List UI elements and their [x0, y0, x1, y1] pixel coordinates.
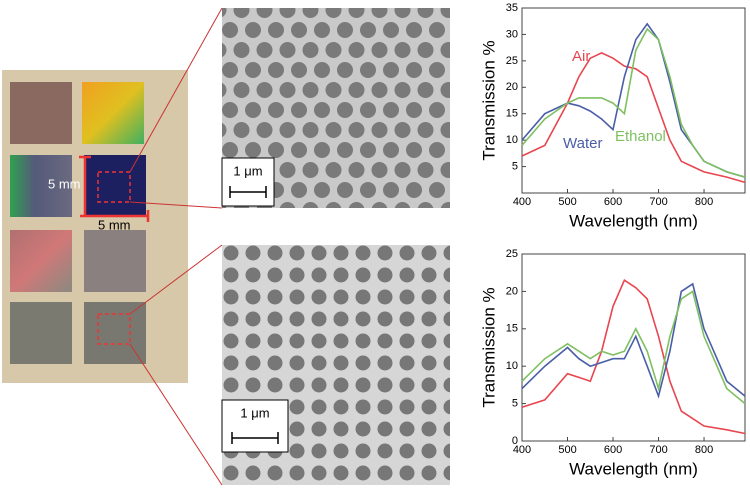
plot-frame [521, 7, 746, 194]
y-axis-label: Transmission % [479, 287, 498, 407]
series-label: Ethanol [615, 128, 666, 145]
x-axis-label: Wavelength (nm) [569, 459, 698, 478]
y-tick-label: 30 [506, 28, 518, 40]
y-tick-label: 10 [506, 360, 518, 372]
series-line [521, 282, 746, 399]
y-tick-label: 10 [506, 134, 518, 146]
dimension-label: 5 mm [48, 176, 81, 191]
series-line [521, 27, 746, 178]
series-label: Air [572, 48, 590, 65]
x-tick-label: 500 [558, 196, 576, 208]
sem-image: 1 μm [221, 8, 450, 208]
y-axis-label: Transmission % [479, 40, 498, 160]
x-tick-label: 700 [649, 444, 667, 456]
scale-bar-label: 1 μm [233, 163, 262, 178]
y-tick-label: 35 [506, 2, 518, 14]
dimension-label: 5 mm [98, 217, 131, 232]
y-tick-label: 0 [512, 435, 518, 447]
y-tick-label: 20 [506, 285, 518, 297]
x-tick-label: 800 [695, 196, 713, 208]
x-tick-label: 800 [695, 444, 713, 456]
series-line [521, 279, 746, 435]
series-label: Water [563, 135, 602, 152]
series-line [521, 52, 746, 184]
scale-bar-label: 1 μm [240, 405, 269, 420]
x-tick-label: 400 [513, 444, 531, 456]
series-line [521, 290, 746, 405]
plot-frame [521, 253, 746, 442]
x-tick-label: 600 [604, 444, 622, 456]
y-tick-label: 5 [512, 398, 518, 410]
x-axis-label: Wavelength (nm) [569, 211, 698, 230]
y-tick-label: 5 [512, 160, 518, 172]
sem-image: 1 μm [221, 245, 450, 485]
series-line [521, 22, 746, 178]
y-tick-label: 25 [506, 55, 518, 67]
x-tick-label: 600 [604, 196, 622, 208]
x-tick-label: 500 [558, 444, 576, 456]
y-tick-label: 25 [506, 248, 518, 260]
x-tick-label: 400 [513, 196, 531, 208]
photo: 5 mm 5 mm [2, 70, 188, 383]
y-tick-label: 15 [506, 323, 518, 335]
y-tick-label: 20 [506, 81, 518, 93]
x-tick-label: 700 [649, 196, 667, 208]
y-tick-label: 15 [506, 108, 518, 120]
